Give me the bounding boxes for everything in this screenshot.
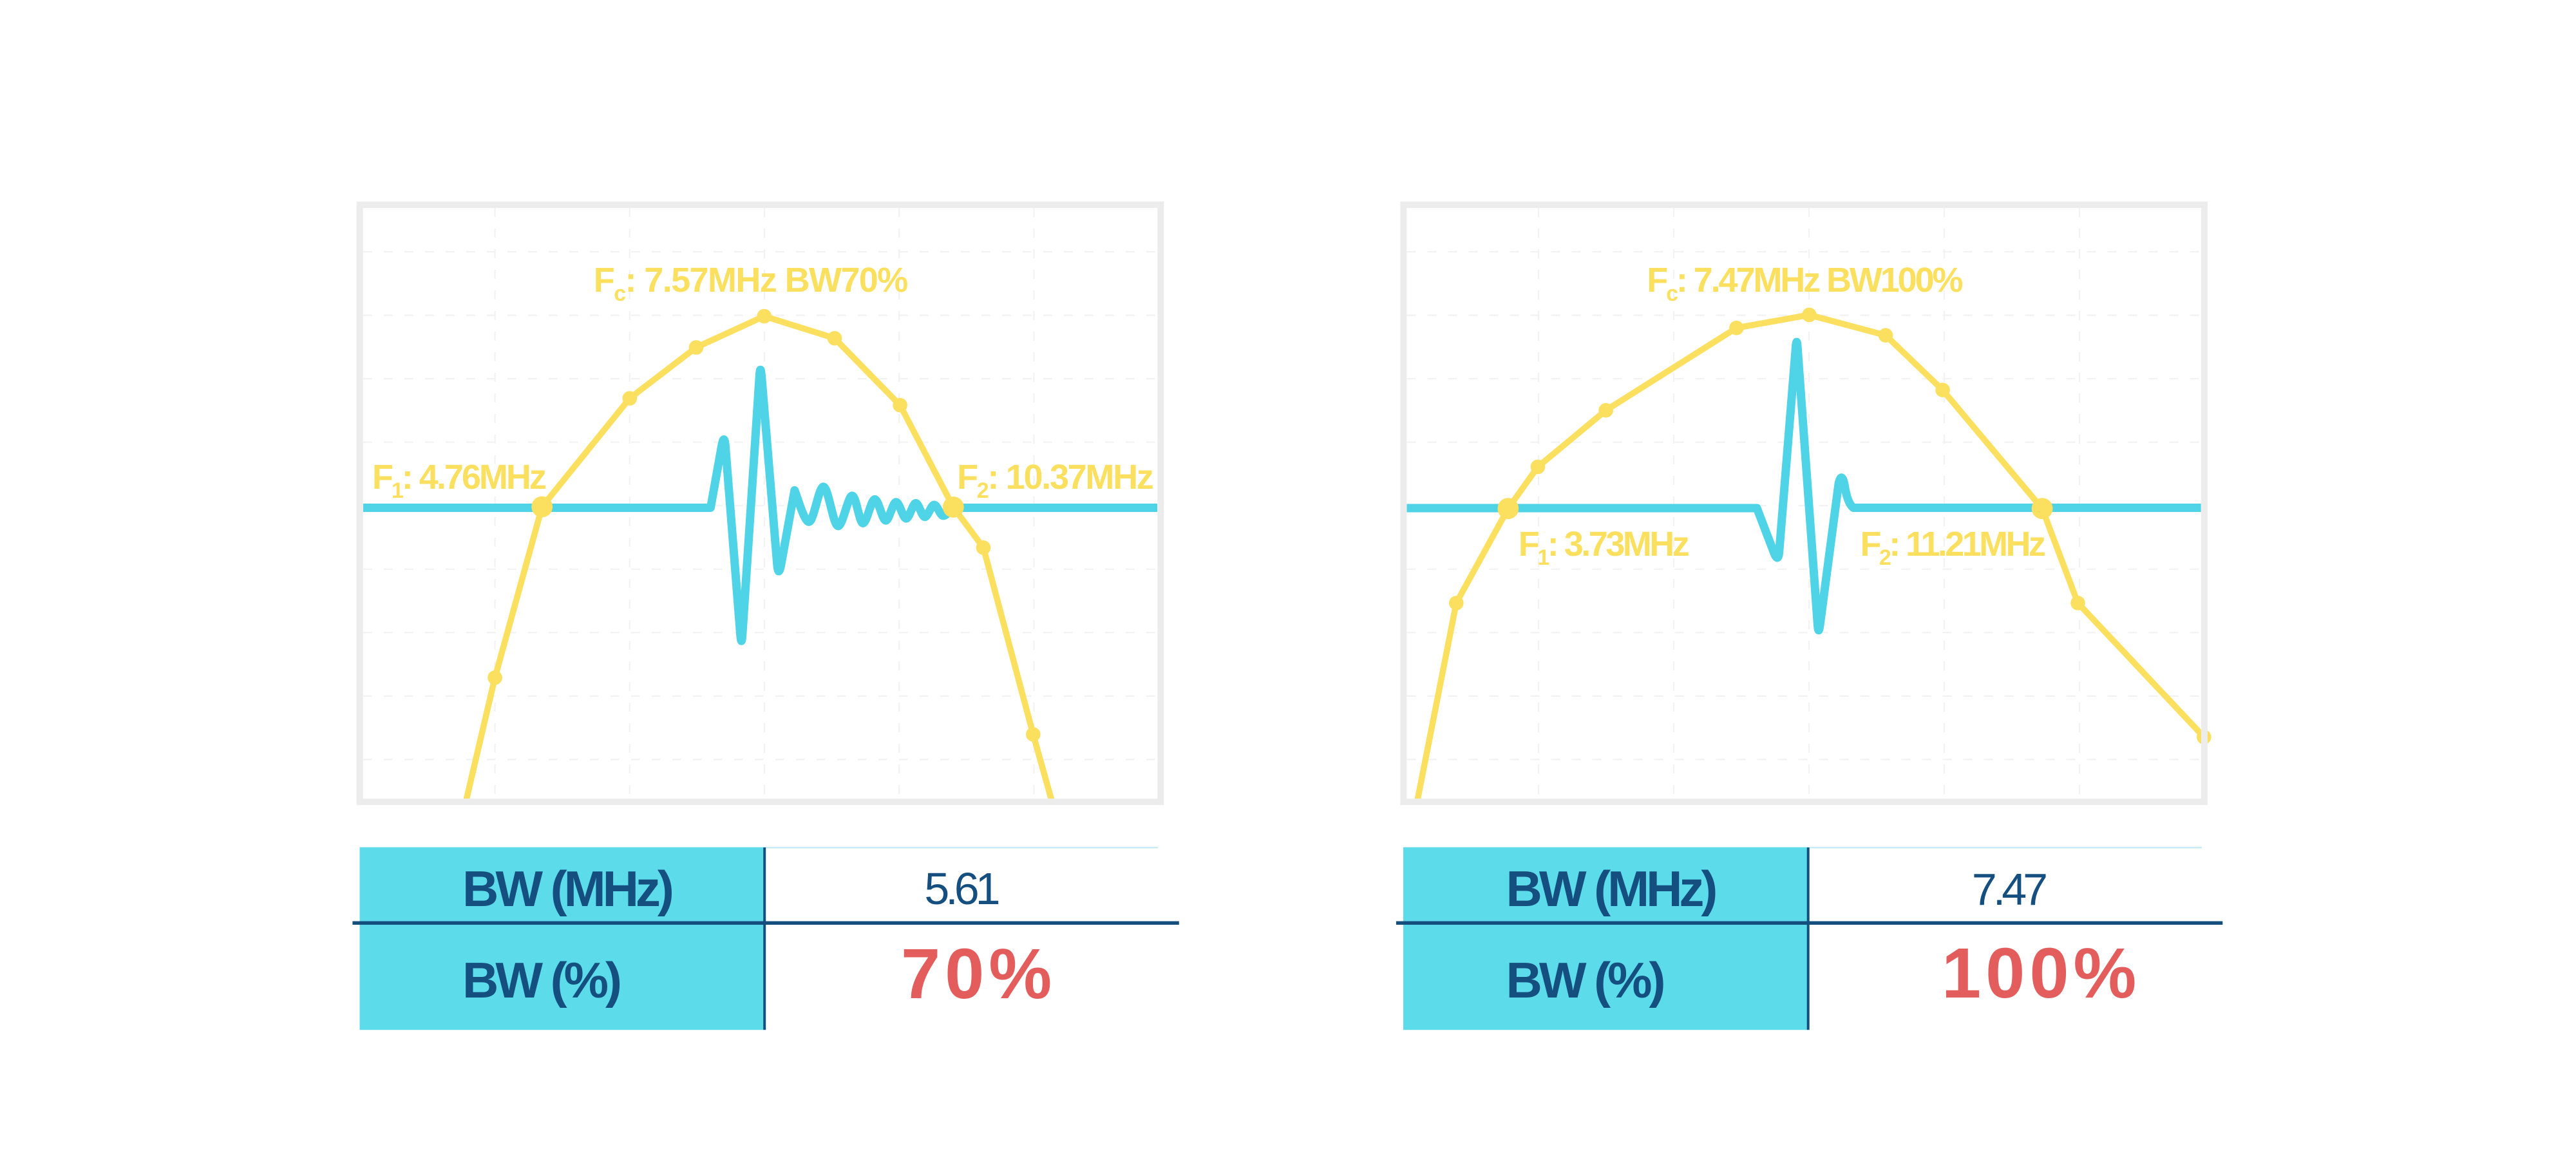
svg-text:70%: 70% (901, 934, 1056, 1014)
svg-text:BW (%): BW (%) (462, 952, 620, 1008)
svg-text:BW (MHz): BW (MHz) (462, 860, 672, 917)
svg-text:100%: 100% (1942, 934, 2141, 1013)
svg-text:7.47: 7.47 (1972, 864, 2046, 914)
svg-text:F2: 11.21MHz: F2: 11.21MHz (1861, 525, 2045, 570)
svg-text:Fc: 7.47MHz BW100%: Fc: 7.47MHz BW100% (1647, 261, 1962, 306)
svg-text:BW (%): BW (%) (1506, 952, 1664, 1008)
svg-text:F2: 10.37MHz: F2: 10.37MHz (957, 458, 1153, 503)
svg-text:F1: 3.73MHz: F1: 3.73MHz (1519, 525, 1689, 570)
svg-text:BW (MHz): BW (MHz) (1506, 860, 1716, 917)
svg-text:Fc: 7.57MHz BW70%: Fc: 7.57MHz BW70% (594, 261, 907, 306)
svg-text:F1: 4.76MHz: F1: 4.76MHz (372, 458, 546, 503)
svg-text:5.61: 5.61 (924, 864, 998, 914)
